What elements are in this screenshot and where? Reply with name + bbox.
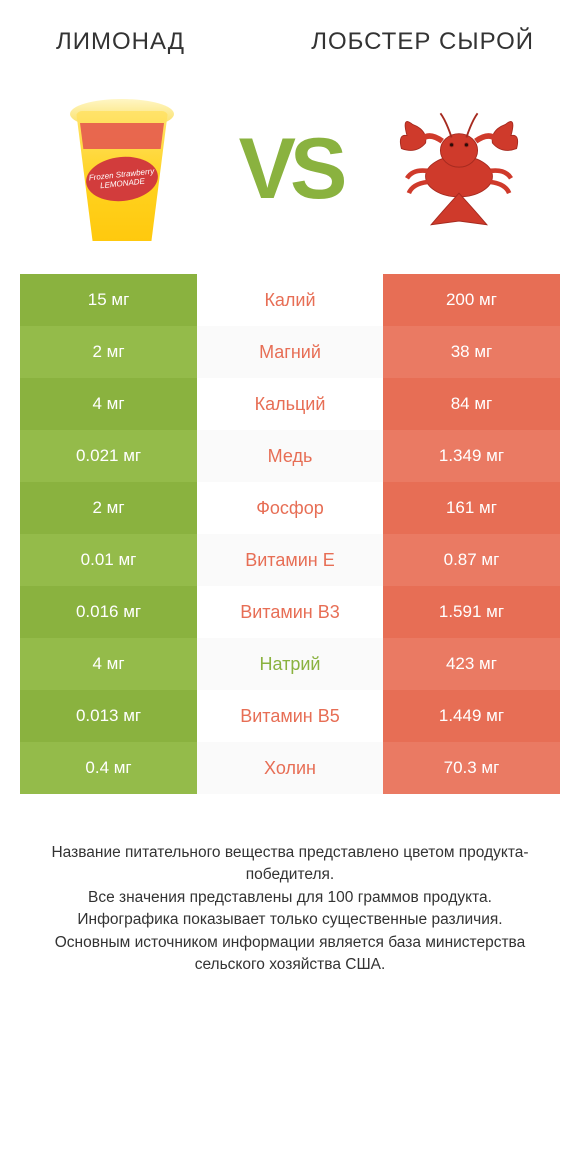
value-right: 1.349 мг [383, 430, 560, 482]
value-right: 1.449 мг [383, 690, 560, 742]
nutrient-label: Кальций [197, 378, 383, 430]
footer-notes: Название питательного вещества представл… [25, 842, 555, 977]
table-row: 0.013 мгВитамин B51.449 мг [20, 690, 560, 742]
value-right: 423 мг [383, 638, 560, 690]
lemonade-image: Frozen Strawberry LEMONADE [46, 84, 196, 254]
nutrient-label: Холин [197, 742, 383, 794]
table-row: 0.016 мгВитамин B31.591 мг [20, 586, 560, 638]
value-left: 0.4 мг [20, 742, 197, 794]
value-left: 2 мг [20, 482, 197, 534]
table-row: 4 мгКальций84 мг [20, 378, 560, 430]
lobster-icon [384, 104, 534, 234]
value-left: 4 мг [20, 378, 197, 430]
table-row: 0.01 мгВитамин E0.87 мг [20, 534, 560, 586]
value-right: 70.3 мг [383, 742, 560, 794]
footer-line: Название питательного вещества представл… [25, 842, 555, 887]
nutrient-label: Натрий [197, 638, 383, 690]
nutrient-label: Витамин E [197, 534, 383, 586]
value-right: 0.87 мг [383, 534, 560, 586]
lobster-image [384, 84, 534, 254]
table-row: 2 мгМагний38 мг [20, 326, 560, 378]
value-right: 200 мг [383, 274, 560, 326]
value-right: 161 мг [383, 482, 560, 534]
footer-line: Инфографика показывает только существенн… [25, 909, 555, 931]
nutrient-label: Магний [197, 326, 383, 378]
value-right: 38 мг [383, 326, 560, 378]
value-right: 1.591 мг [383, 586, 560, 638]
nutrient-label: Витамин B5 [197, 690, 383, 742]
title-right: ЛОБСТЕР СЫРОЙ [301, 28, 560, 56]
vs-label: VS [239, 120, 342, 219]
value-left: 0.021 мг [20, 430, 197, 482]
table-row: 15 мгКалий200 мг [20, 274, 560, 326]
nutrient-label: Витамин B3 [197, 586, 383, 638]
value-left: 0.01 мг [20, 534, 197, 586]
value-left: 2 мг [20, 326, 197, 378]
nutrient-label: Медь [197, 430, 383, 482]
value-left: 0.016 мг [20, 586, 197, 638]
value-left: 0.013 мг [20, 690, 197, 742]
table-row: 2 мгФосфор161 мг [20, 482, 560, 534]
comparison-table: 15 мгКалий200 мг2 мгМагний38 мг4 мгКальц… [20, 274, 560, 794]
value-right: 84 мг [383, 378, 560, 430]
nutrient-label: Калий [197, 274, 383, 326]
table-row: 0.4 мгХолин70.3 мг [20, 742, 560, 794]
table-row: 4 мгНатрий423 мг [20, 638, 560, 690]
nutrient-label: Фосфор [197, 482, 383, 534]
title-left: ЛИМОНАД [20, 28, 279, 56]
hero-row: Frozen Strawberry LEMONADE VS [0, 66, 580, 274]
header: ЛИМОНАД ЛОБСТЕР СЫРОЙ [0, 0, 580, 66]
table-row: 0.021 мгМедь1.349 мг [20, 430, 560, 482]
value-left: 4 мг [20, 638, 197, 690]
value-left: 15 мг [20, 274, 197, 326]
footer-line: Основным источником информации является … [25, 932, 555, 977]
footer-line: Все значения представлены для 100 граммо… [25, 887, 555, 909]
